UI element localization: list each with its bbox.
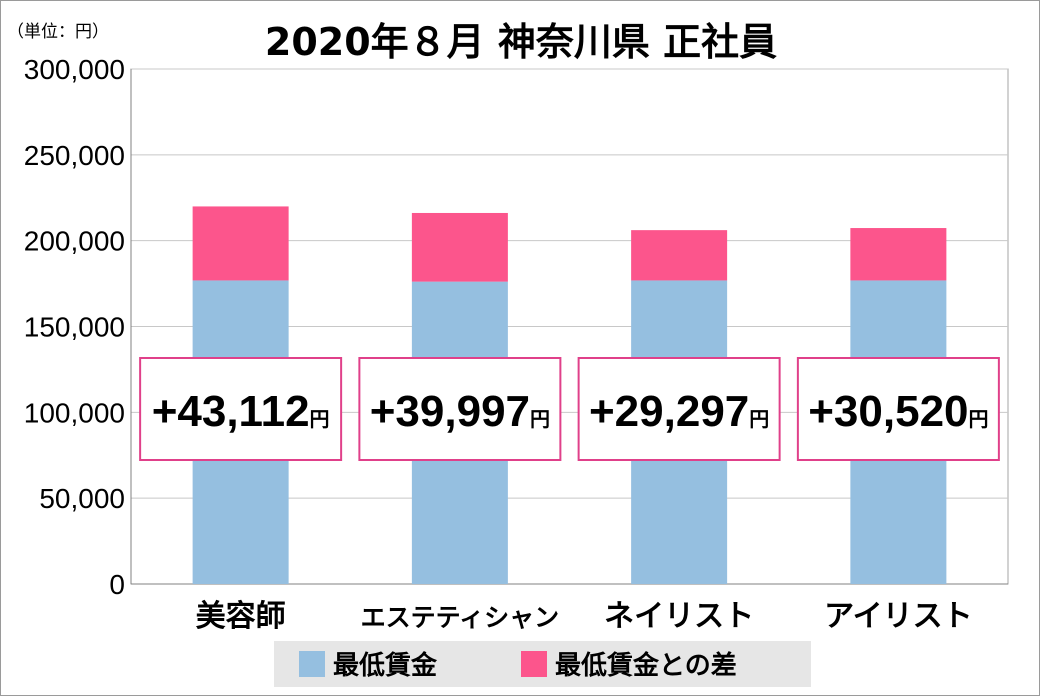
difference-value: +30,520 — [808, 387, 968, 436]
legend-label: 最低賃金 — [333, 650, 438, 681]
legend-swatch — [521, 651, 547, 677]
bar-diff-segment — [411, 212, 508, 282]
plot-area: 0 50,000 100,000 150,000 200,000 250,000 300,0… — [24, 54, 1009, 634]
difference-label: +29,297円 — [589, 387, 769, 436]
difference-label: +30,520円 — [808, 387, 988, 436]
x-category-label: ネイリスト — [604, 599, 754, 634]
bar-diff-segment — [192, 206, 289, 281]
difference-label-box — [796, 357, 1000, 461]
y-tick-label: 250,000 — [24, 140, 125, 171]
difference-unit: 円 — [310, 407, 330, 431]
y-tick-label: 0 — [109, 569, 125, 600]
y-tick-label: 50,000 — [39, 483, 125, 514]
x-category-label: エステティシャン — [361, 603, 560, 632]
difference-label-box — [358, 357, 562, 461]
y-tick-label: 200,000 — [24, 226, 125, 257]
x-category-label: 美容師 — [196, 599, 286, 634]
difference-label-box — [577, 357, 781, 461]
y-tick-label: 300,000 — [24, 54, 125, 85]
difference-value: +29,297 — [589, 387, 749, 436]
difference-label: +43,112円 — [152, 387, 330, 436]
difference-value: +43,112 — [152, 387, 310, 436]
difference-unit: 円 — [969, 407, 989, 431]
y-tick-label: 100,000 — [24, 397, 125, 428]
difference-value: +39,997 — [370, 387, 530, 436]
legend: 最低賃金 最低賃金との差 — [274, 641, 811, 687]
legend-label: 最低賃金との差 — [555, 650, 737, 681]
bar-diff-segment — [631, 230, 728, 281]
difference-label: +39,997円 — [370, 387, 550, 436]
bar-diff-segment — [850, 228, 947, 281]
difference-label-box — [139, 357, 343, 461]
y-tick-label: 150,000 — [24, 312, 125, 343]
chart-title: 2020年８月 神奈川県 正社員 — [265, 20, 777, 64]
x-category-label: アイリスト — [824, 599, 973, 634]
difference-unit: 円 — [749, 407, 769, 431]
unit-label: （単位：円） — [7, 22, 109, 42]
difference-unit: 円 — [530, 407, 550, 431]
legend-swatch — [299, 651, 325, 677]
